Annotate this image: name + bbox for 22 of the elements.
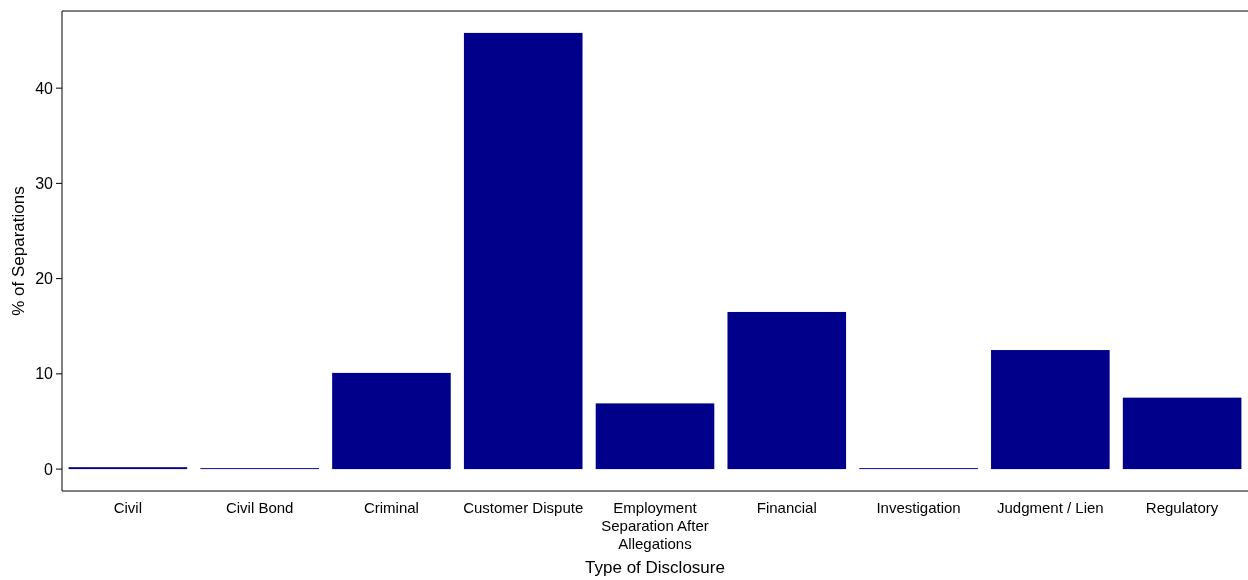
x-tick-label: Employment Separation After Allegations — [601, 499, 709, 552]
y-tick-label: 30 — [35, 174, 54, 192]
y-tick-label: 0 — [44, 460, 54, 478]
x-tick-label: Investigation — [876, 499, 961, 516]
x-tick-label: Judgment / Lien — [996, 499, 1104, 516]
bar — [727, 311, 847, 470]
bar — [595, 403, 715, 470]
bar — [991, 350, 1110, 470]
x-tick-label: Criminal — [363, 499, 419, 516]
x-tick-label: Financial — [756, 499, 817, 516]
x-tick-label: Civil Bond — [225, 499, 294, 516]
y-tick-label: 20 — [35, 270, 54, 288]
bar — [463, 32, 583, 470]
x-axis-title: Type of Disclosure — [585, 558, 725, 577]
x-tick-label: Regulatory — [1145, 499, 1219, 516]
y-tick-label: 40 — [35, 79, 54, 97]
bar — [332, 372, 451, 470]
y-axis-title: % of Separations — [9, 186, 28, 316]
x-tick-label: Customer Dispute — [463, 499, 584, 516]
y-tick-label: 10 — [35, 365, 54, 383]
bar — [1122, 397, 1242, 470]
x-tick-label: Civil — [113, 499, 143, 516]
